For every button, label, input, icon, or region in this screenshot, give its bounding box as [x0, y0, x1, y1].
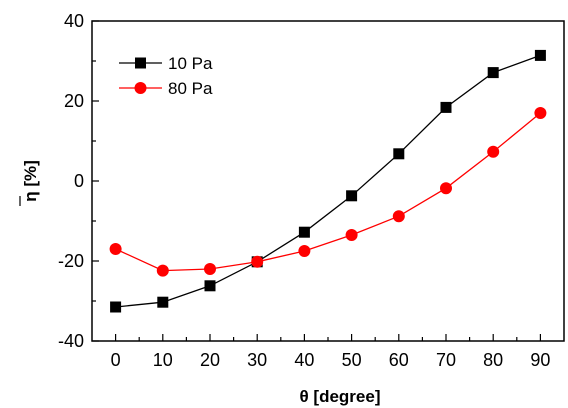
data-point [487, 145, 500, 158]
y-tick-label: 0 [74, 171, 84, 191]
y-tick-label: -20 [58, 251, 84, 271]
data-point [204, 263, 216, 275]
data-point [298, 245, 311, 257]
x-axis: 0 10 20 30 40 50 60 70 80 90 [111, 334, 550, 370]
data-point [157, 296, 169, 308]
x-tick-label: 20 [200, 350, 220, 370]
data-point [204, 280, 216, 292]
data-point [298, 226, 310, 238]
data-point [393, 148, 405, 160]
y-tick-label: 40 [64, 11, 84, 31]
x-tick-label: 60 [389, 350, 409, 370]
x-tick-label: 0 [111, 350, 121, 370]
data-point [110, 301, 122, 313]
x-tick-label: 40 [294, 350, 314, 370]
data-point [156, 264, 169, 277]
y-axis: -40 -20 0 20 40 [58, 11, 99, 351]
data-point [346, 190, 358, 202]
data-point [251, 255, 264, 268]
data-point [440, 101, 452, 113]
y-tick-label: 20 [64, 91, 84, 111]
series-line [115, 54, 541, 308]
data-point [487, 67, 499, 79]
series-1 [110, 49, 546, 313]
series-layer [109, 49, 547, 313]
legend-label: 10 Pa [168, 54, 213, 73]
data-point [534, 107, 547, 119]
x-tick-label: 80 [483, 350, 503, 370]
x-axis-title: θ [degree] [300, 387, 381, 406]
y-axis-title: η [%] [21, 160, 40, 202]
legend-marker [135, 57, 146, 69]
data-point [345, 229, 358, 241]
series-2 [109, 107, 547, 277]
x-tick-label: 30 [247, 350, 267, 370]
data-point [392, 210, 405, 223]
series-line [115, 112, 541, 272]
x-tick-label: 10 [153, 350, 173, 370]
data-point [440, 182, 452, 195]
data-point [109, 243, 122, 255]
y-tick-label: -40 [58, 331, 84, 351]
legend-item: 80 Pa [119, 79, 213, 98]
data-point [534, 49, 546, 61]
legend: 10 Pa 80 Pa [119, 54, 213, 98]
legend-item: 10 Pa [119, 54, 213, 73]
x-tick-label: 50 [342, 350, 362, 370]
y-axis-title-group: η [%] [19, 160, 40, 206]
x-tick-label: 70 [436, 350, 456, 370]
legend-marker [134, 82, 147, 94]
x-tick-label: 90 [530, 350, 550, 370]
legend-label: 80 Pa [168, 79, 213, 98]
